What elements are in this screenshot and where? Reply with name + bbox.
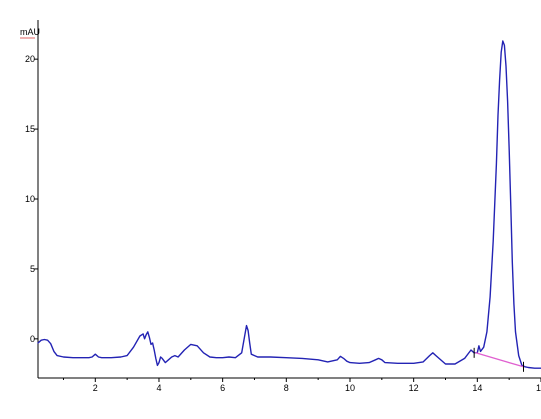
y-tick-label: 5: [30, 264, 35, 274]
y-axis-unit-label: mAU: [20, 27, 40, 37]
axis-ticks: 2 4 6 8 10 12 14 16 0 5 10 15 20: [25, 54, 541, 393]
x-tick-label: 4: [156, 383, 161, 393]
series-lines: [37, 40, 541, 372]
signal-trace-line: [37, 40, 541, 369]
x-tick-label: 16: [536, 383, 541, 393]
x-tick-label: 2: [93, 383, 98, 393]
x-tick-label: 12: [409, 383, 419, 393]
y-tick-label: 0: [30, 334, 35, 344]
x-tick-label: 10: [345, 383, 355, 393]
baseline-line: [475, 352, 525, 368]
y-tick-label: 10: [25, 194, 35, 204]
x-tick-label: 6: [220, 383, 225, 393]
x-tick-label: 8: [284, 383, 289, 393]
axes: [37, 20, 541, 379]
y-tick-label: 15: [25, 124, 35, 134]
y-tick-label: 20: [25, 54, 35, 64]
x-tick-label: 14: [472, 383, 482, 393]
